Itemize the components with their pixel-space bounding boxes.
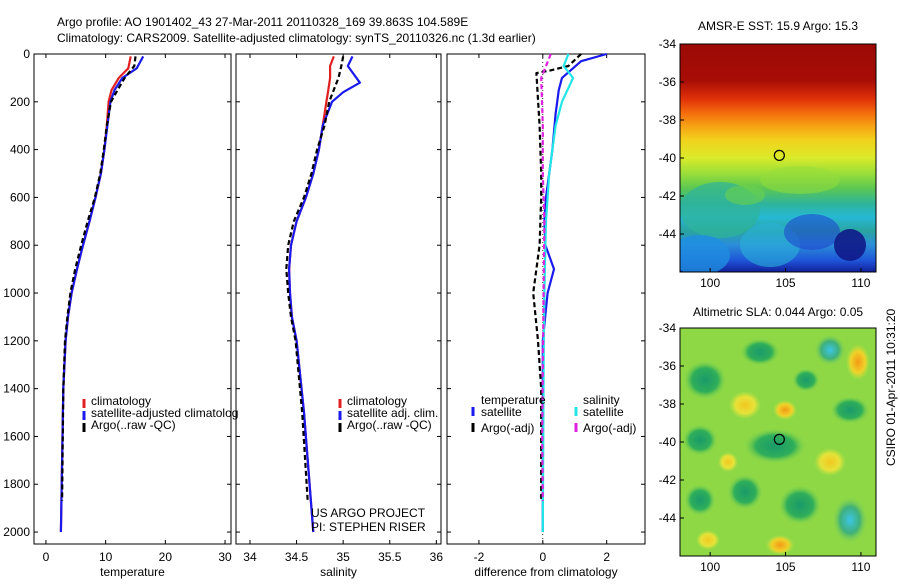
salinity-panel: 34 34.5 35 35.5 36 salinity — [235, 53, 444, 579]
y-tick-label: 800 — [10, 238, 30, 252]
legend-label: satellite-adjusted climatolog — [91, 406, 238, 420]
x-tick-label: 30 — [218, 550, 232, 564]
y-tick-label: 1000 — [3, 286, 30, 300]
x-tick-label: 10 — [99, 550, 113, 564]
y-tick-label: -40 — [659, 435, 677, 449]
y-tick-label: -38 — [659, 397, 677, 411]
series-line-black — [285, 56, 345, 502]
x-tick-label: 20 — [159, 550, 173, 564]
legend-label: satellite — [583, 405, 624, 419]
side-timestamp: CSIRO 01-Apr-2011 10:31:20 — [884, 308, 898, 466]
legend-label: Argo(..raw -QC) — [347, 418, 432, 432]
x-tick-label: 34 — [243, 550, 257, 564]
x-tick-label: 105 — [776, 560, 796, 574]
x-tick-label: 36 — [430, 550, 444, 564]
temperature-panel: 0 200 400 600 800 1000 1200 1400 1600 1800 2000 0 10… — [3, 47, 232, 579]
x-tick-label: 34.5 — [285, 550, 309, 564]
y-tick-label: -44 — [659, 227, 677, 241]
x-tick-label: 35.5 — [378, 550, 402, 564]
series-line-blue — [541, 52, 607, 532]
y-tick-label: 200 — [10, 95, 30, 109]
difference-legend: temperature satellite Argo(-adj) salinit… — [471, 393, 636, 435]
temperature-legend: climatology satellite-adjusted climatolo… — [82, 394, 238, 432]
x-tick-label: 0 — [43, 550, 50, 564]
x-tick-label: 100 — [700, 276, 720, 290]
series-line-magenta — [540, 53, 552, 502]
y-tick-label: -36 — [659, 359, 677, 373]
y-tick-label: -42 — [659, 473, 677, 487]
header-line-1: Argo profile: AO 1901402_43 27-Mar-2011 … — [57, 15, 468, 29]
axes-frame — [235, 53, 442, 545]
y-tick-label: 1400 — [3, 382, 30, 396]
legend-heading: temperature — [481, 393, 546, 407]
series-line-black — [61, 56, 137, 502]
x-axis-label: difference from climatology — [474, 565, 617, 579]
y-tick-label: -36 — [659, 75, 677, 89]
salinity-legend: climatology satellite adj. clim. Argo(..… — [338, 394, 438, 432]
legend-label: Argo(-adj) — [583, 421, 636, 435]
legend-label: satellite — [481, 405, 522, 419]
legend-label: climatology — [347, 394, 407, 408]
sst-map-field — [680, 44, 876, 272]
header-line-2: Climatology: CARS2009. Satellite-adjuste… — [57, 31, 536, 45]
y-tick-label: -34 — [659, 37, 677, 51]
y-tick-label: 400 — [10, 143, 30, 157]
series-line-red — [288, 56, 335, 533]
legend-heading: salinity — [583, 393, 620, 407]
float-position-marker — [773, 433, 785, 445]
x-tick-label: 105 — [776, 276, 796, 290]
x-axis-label: temperature — [100, 565, 165, 579]
y-tick-label: -34 — [659, 321, 677, 335]
x-tick-label: 2 — [603, 550, 610, 564]
y-tick-label: 2000 — [3, 525, 30, 539]
sla-map-axes: -34 -36 -38 -40 -42 -44 100 105 110 — [659, 321, 877, 574]
y-tick-label: 1200 — [3, 334, 30, 348]
credit-line-1: US ARGO PROJECT — [311, 506, 426, 520]
x-tick-label: 110 — [851, 560, 870, 574]
x-tick-label: 35 — [336, 550, 350, 564]
y-tick-label: 0 — [23, 47, 30, 61]
sst-map-axes: -34 -36 -38 -40 -42 -44 100 105 110 — [659, 37, 877, 290]
y-tick-label: 600 — [10, 190, 30, 204]
x-tick-label: -2 — [474, 550, 485, 564]
legend-label: Argo(-adj) — [481, 421, 534, 435]
axes-frame — [446, 53, 646, 545]
y-tick-label: -42 — [659, 189, 677, 203]
series-line-blue — [59, 55, 145, 533]
series-line-black — [532, 53, 582, 501]
y-tick-label: -38 — [659, 113, 677, 127]
credit-line-2: PI: STEPHEN RISER — [311, 520, 426, 534]
sst-map-title: AMSR-E SST: 15.9 Argo: 15.3 — [698, 19, 858, 33]
y-tick-label: -44 — [659, 511, 677, 525]
float-position-marker — [773, 149, 785, 161]
sla-map-field — [680, 328, 876, 556]
sla-map-title: Altimetric SLA: 0.044 Argo: 0.05 — [693, 305, 863, 319]
x-axis-label: salinity — [320, 565, 357, 579]
x-tick-label: 100 — [700, 560, 720, 574]
y-tick-label: 1800 — [3, 477, 30, 491]
legend-label: Argo(..raw -QC) — [91, 418, 176, 432]
y-tick-label: -40 — [659, 151, 677, 165]
legend-label: satellite adj. clim. — [347, 406, 438, 420]
axes-frame — [33, 53, 232, 545]
x-tick-label: 0 — [539, 550, 546, 564]
legend-label: climatology — [91, 394, 151, 408]
y-tick-label: 1600 — [3, 429, 30, 443]
x-tick-label: 110 — [851, 276, 870, 290]
series-line-blue — [288, 55, 361, 533]
